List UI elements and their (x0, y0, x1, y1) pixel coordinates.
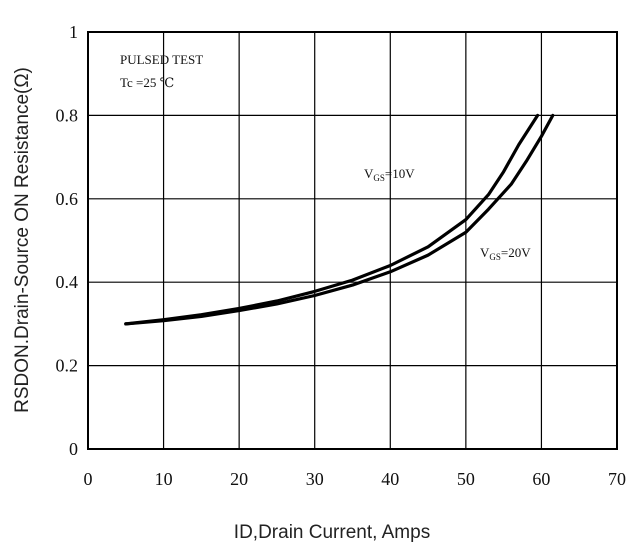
series-line-vgs-20v (124, 113, 555, 326)
x-tick-label: 10 (155, 469, 173, 489)
x-tick-label: 70 (608, 469, 626, 489)
y-tick-label: 0.6 (56, 189, 79, 209)
series-label-vgs-20v: VGS=20V (480, 245, 531, 262)
plot-frame (87, 31, 618, 450)
x-tick-label: 50 (457, 469, 475, 489)
tick-labels: 0 10 20 30 40 50 60 70 0 0.2 0.4 0.6 0.8 1 (56, 22, 627, 489)
grid (87, 31, 618, 450)
x-axis-title: ID,Drain Current, Amps (234, 522, 430, 543)
x-tick-label: 0 (84, 469, 93, 489)
y-tick-label: 0.8 (56, 105, 79, 125)
y-tick-label: 0 (69, 439, 78, 459)
x-tick-label: 20 (230, 469, 248, 489)
x-tick-label: 60 (532, 469, 550, 489)
series-lines (124, 113, 555, 326)
series-line-vgs-10v (124, 113, 540, 326)
y-axis-title: RSDON.Drain-Source ON Resistance(Ω) (12, 67, 33, 413)
x-tick-label: 40 (381, 469, 399, 489)
y-tick-label: 0.4 (56, 272, 79, 292)
series-label-vgs-10v: VGS=10V (364, 166, 415, 183)
annotation-case-temp: Tc =25 ℃ (120, 75, 174, 90)
annotation-pulsed-test: PULSED TEST (120, 52, 203, 67)
y-tick-label: 0.2 (56, 356, 79, 376)
y-tick-label: 1 (69, 22, 78, 42)
x-tick-label: 30 (306, 469, 324, 489)
